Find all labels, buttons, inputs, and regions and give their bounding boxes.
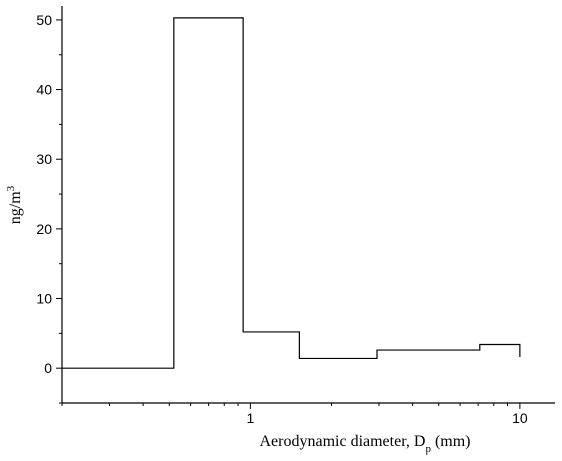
y-axis-label: ng/m3 <box>5 185 24 224</box>
y-tick-label: 20 <box>36 221 52 237</box>
x-axis-label: Aerodynamic diameter, Dp (mm) <box>259 433 470 455</box>
tick-labels-layer: 0 10 20 30 40 50 1 10 <box>36 12 527 426</box>
y-tick-label: 40 <box>36 82 52 98</box>
series-layer <box>62 17 521 369</box>
y-tick-label: 50 <box>36 12 52 28</box>
axes-layer <box>61 6 555 404</box>
step-series-line <box>62 17 521 369</box>
y-tick-label: 0 <box>44 360 52 376</box>
x-tick-label: 10 <box>512 410 528 426</box>
ticks-layer <box>56 19 521 409</box>
x-tick-label: 1 <box>246 410 254 426</box>
axis-labels-layer: Aerodynamic diameter, Dp (mm) ng/m3 <box>5 185 471 455</box>
y-tick-label: 10 <box>36 291 52 307</box>
y-tick-label: 30 <box>36 151 52 167</box>
